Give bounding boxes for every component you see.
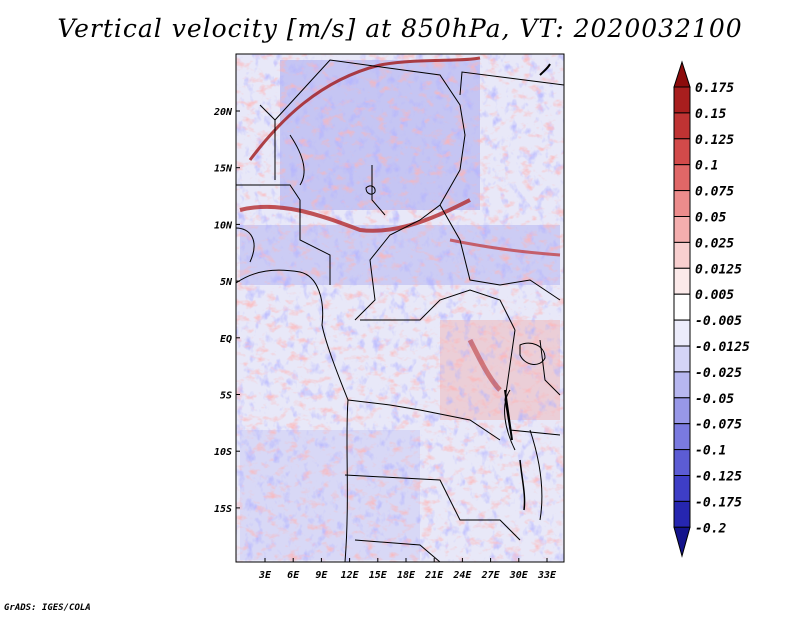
y-tick-label: 10N xyxy=(214,220,233,231)
colorbar-segment xyxy=(673,241,691,269)
x-tick-label: 9E xyxy=(315,570,328,581)
chart-title: Vertical velocity [m/s] at 850hPa, VT: 2… xyxy=(57,14,743,43)
colorbar-label: 0.15 xyxy=(695,107,726,122)
velocity-noise-field xyxy=(236,54,564,562)
x-tick-label: 15E xyxy=(369,570,388,581)
x-tick-label: 30E xyxy=(509,570,529,581)
x-tick-label: 27E xyxy=(481,570,501,581)
colorbar-segment xyxy=(673,267,691,295)
y-tick-label: 15S xyxy=(214,504,232,515)
x-tick-label: 33E xyxy=(537,570,557,581)
map-frame xyxy=(235,53,565,563)
lake-victoria xyxy=(519,342,546,365)
colorbar-segment xyxy=(673,164,691,192)
colorbar-segment xyxy=(673,190,691,218)
colorbar-segment xyxy=(673,371,691,399)
lake-tanganyika xyxy=(504,389,513,441)
colorbar-label: 0.005 xyxy=(695,288,734,303)
colorbar-label: 0.075 xyxy=(695,185,734,200)
x-tick-label: 6E xyxy=(287,570,300,581)
colorbar-segment xyxy=(673,86,691,114)
colorbar-label: -0.0125 xyxy=(695,340,750,355)
colorbar-label: -0.125 xyxy=(695,470,742,485)
colorbar-segment xyxy=(673,216,691,243)
convergence-band-sahel xyxy=(239,198,471,233)
colorbar-segment xyxy=(673,423,691,451)
y-tick-label: EQ xyxy=(220,334,232,345)
convergence-band-north xyxy=(248,56,481,161)
x-tick-label: 24E xyxy=(452,570,472,581)
colorbar-label: -0.025 xyxy=(695,366,742,381)
x-tick-label: 18E xyxy=(397,570,416,581)
red-sea-coast xyxy=(539,63,551,76)
lake-malawi xyxy=(519,459,526,511)
colorbar-label: -0.075 xyxy=(695,418,742,433)
colorbar-label: -0.05 xyxy=(695,392,734,407)
y-tick-label: 20N xyxy=(213,107,233,118)
colorbar-segment xyxy=(673,112,691,140)
colorbar-segment xyxy=(673,319,691,347)
colorbar-triangle-max xyxy=(673,60,691,88)
map-panel xyxy=(236,54,564,562)
x-tick-label: 12E xyxy=(341,570,360,581)
grads-credit: GrADS: IGES/COLA xyxy=(4,603,91,613)
colorbar-label: 0.175 xyxy=(695,81,734,96)
x-tick-label: 21E xyxy=(424,570,444,581)
colorbar-triangle-min xyxy=(673,526,691,558)
y-tick-label: 10S xyxy=(214,447,232,458)
colorbar-segment xyxy=(673,475,691,502)
y-tick-label: 15N xyxy=(214,164,233,175)
colorbar-label: -0.2 xyxy=(695,521,726,536)
map-axes: 3E 6E 9E 12E 15E 18E 21E 24E 27E 30E 33E 20N 15N 10N 5… xyxy=(213,107,557,581)
x-tick-label: 3E xyxy=(258,570,272,581)
convergence-band-east xyxy=(449,238,561,257)
colorbar-label: 0.025 xyxy=(695,236,734,251)
colorbar-label: 0.05 xyxy=(695,211,726,226)
colorbar-label: 0.1 xyxy=(695,159,718,174)
colorbar-label: 0.125 xyxy=(695,133,734,148)
colorbar-segment xyxy=(673,397,691,425)
colorbar-label: -0.175 xyxy=(695,495,742,510)
colorbar-segment xyxy=(673,293,691,321)
colorbar-segment xyxy=(673,449,691,477)
colorbar-label: 0.0125 xyxy=(695,262,742,277)
colorbar-segment xyxy=(673,345,691,373)
colorbar-segment xyxy=(673,138,691,166)
y-tick-label: 5N xyxy=(220,277,233,288)
country-borders xyxy=(236,59,564,562)
colorbar-label: -0.1 xyxy=(695,444,726,459)
convergence-band-rift xyxy=(467,338,502,392)
lake-chad xyxy=(365,185,376,195)
colorbar-segment xyxy=(673,500,691,528)
colorbar: 0.175 0.15 0.125 0.1 0.075 0.05 0.025 0.0125 0.0… xyxy=(673,60,750,558)
colorbar-label: -0.005 xyxy=(695,314,742,329)
y-tick-label: 5S xyxy=(220,391,232,402)
